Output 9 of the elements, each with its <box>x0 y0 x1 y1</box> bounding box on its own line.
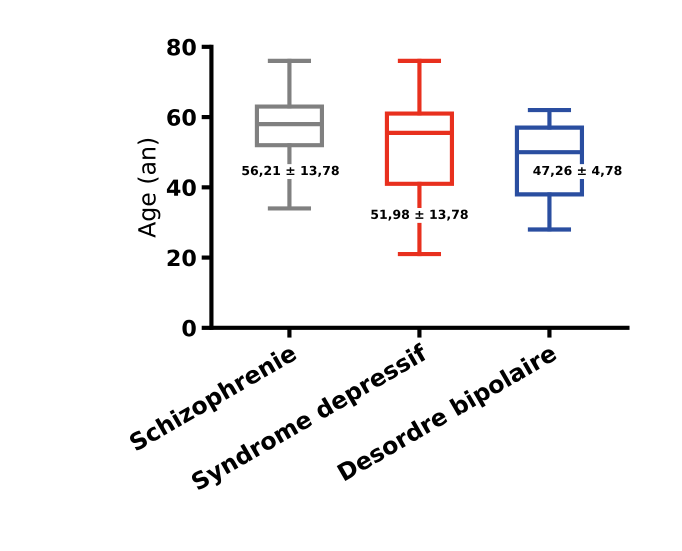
annotation: 51,98 ± 13,78 <box>371 210 468 221</box>
annotation: 56,21 ± 13,78 <box>242 166 339 177</box>
y-tick-label: 80 <box>167 38 196 56</box>
annotation: 47,26 ± 4,78 <box>533 166 622 177</box>
y-tick-label: 60 <box>167 109 196 126</box>
y-tick-label: 0 <box>182 320 196 337</box>
y-tick-label: 20 <box>168 250 196 266</box>
y-axis-title: Age (an) <box>138 138 160 238</box>
y-tick-label: 40 <box>166 179 196 196</box>
